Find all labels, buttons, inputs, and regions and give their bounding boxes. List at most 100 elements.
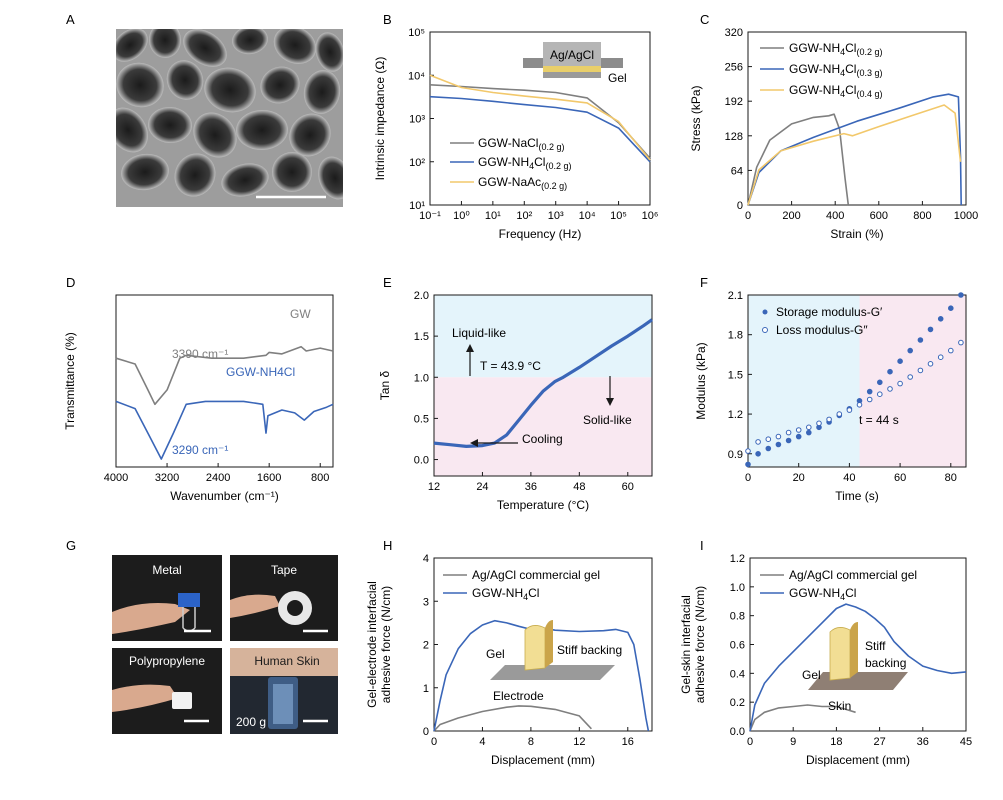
- y-tick-label: 10¹: [409, 200, 425, 212]
- y-tick-label: 10²: [409, 157, 425, 169]
- y-tick-label: 1.0: [414, 372, 429, 384]
- sem-pore: [204, 67, 256, 113]
- plot-frame: [747, 31, 967, 206]
- data-point-storage: [927, 326, 934, 333]
- y-tick-label: 192: [725, 96, 743, 108]
- sem-pore: [273, 29, 317, 64]
- x-axis-label: Displacement (mm): [491, 753, 595, 767]
- x-tick-label: 4000: [104, 472, 128, 484]
- x-tick-label: 18: [830, 736, 842, 748]
- x-tick-label: 10³: [548, 210, 564, 222]
- arrow-up-head: [466, 344, 474, 352]
- x-tick-label: 600: [870, 210, 888, 222]
- y-tick-label: 0.4: [730, 668, 745, 680]
- inset-label-electrode: Electrode: [493, 689, 544, 703]
- sem-pore: [148, 29, 182, 58]
- photo-tape: Tape: [230, 555, 338, 641]
- sem-pore: [121, 153, 169, 191]
- x-axis-label: Strain (%): [830, 227, 883, 241]
- x-tick-label: 12: [573, 736, 585, 748]
- legend-entry: GGW-NH4Cl(0.2 g): [789, 41, 882, 57]
- series-line-ggw-naac: [429, 74, 651, 161]
- data-point-loss: [887, 386, 893, 392]
- photo-label-metal: Metal: [152, 563, 181, 577]
- y-axis-label: Modulus (kPa): [694, 342, 708, 419]
- x-tick-label: 3200: [155, 472, 179, 484]
- data-point-loss: [765, 436, 772, 443]
- x-tick-label: 10⁻¹: [419, 210, 441, 222]
- x-tick-label: 45: [960, 736, 972, 748]
- legend-marker-loss: [762, 327, 768, 333]
- region-before: [748, 295, 860, 467]
- inset-label-backing: backing: [865, 656, 906, 670]
- x-tick-label: 36: [917, 736, 929, 748]
- y-axis-label-line1: Gel-skin interfacial: [679, 595, 693, 694]
- series-line-ag/agcl: [749, 704, 856, 732]
- data-point-storage: [887, 368, 893, 375]
- legend-entry: GGW-NH4Cl(0.2 g): [478, 155, 571, 171]
- y-tick-label: 0: [423, 726, 429, 738]
- legend-loss: Loss modulus-G″: [776, 323, 868, 337]
- panel-letter-h: H: [383, 538, 392, 553]
- x-tick-label: 1600: [257, 472, 281, 484]
- data-point-loss: [775, 433, 782, 440]
- inset-label-gel: Gel: [608, 71, 627, 85]
- x-axis-label: Temperature (°C): [497, 498, 589, 512]
- chart-stress-strain: 0 200 400 600 800 1000 0 64 128 192 256 320 Strain (…: [689, 27, 978, 241]
- sem-pore: [236, 109, 288, 151]
- x-tick-label: 10¹: [485, 210, 501, 222]
- y-tick-label: 10³: [409, 114, 425, 126]
- y-tick-label: 0.0: [730, 726, 745, 738]
- x-tick-label: 12: [428, 481, 440, 493]
- photo-grid: Metal Tape Polypropylene Human Skin 200 …: [112, 555, 338, 734]
- photo-polypropylene: Polypropylene: [112, 648, 222, 734]
- y-tick-label: 128: [725, 131, 743, 143]
- series-line-0.2g: [747, 113, 850, 206]
- data-point-storage: [897, 358, 903, 365]
- y-tick-label: 0.6: [730, 640, 745, 652]
- x-axis-label: Time (s): [835, 489, 879, 503]
- y-tick-label: 3: [423, 596, 429, 608]
- panel-letter-i: I: [700, 538, 704, 553]
- data-point-loss: [856, 402, 863, 408]
- photo-label-polypropylene: Polypropylene: [129, 654, 205, 668]
- chart-ftir: 4000 3200 2400 1600 800 Wavenumber (cm⁻¹) Tran…: [63, 294, 334, 503]
- y-tick-label: 1: [423, 683, 429, 695]
- y-tick-label: 2.0: [414, 290, 429, 302]
- legend-agagcl: Ag/AgCl commercial gel: [472, 568, 600, 582]
- y-tick-label: 1.2: [728, 409, 743, 421]
- data-point-loss: [907, 374, 914, 380]
- data-point-storage: [937, 316, 944, 322]
- panel-letter-b: B: [383, 12, 392, 27]
- series-line-ag/agcl: [433, 705, 592, 732]
- legend-agagcl: Ag/AgCl commercial gel: [789, 568, 917, 582]
- data-point-loss: [958, 339, 964, 346]
- inset-agagcl: [543, 42, 601, 66]
- annotation-3390: 3390 cm⁻¹: [172, 347, 228, 361]
- sem-pore: [272, 152, 312, 192]
- arrow-left-head: [470, 439, 478, 447]
- data-point-storage: [917, 337, 924, 343]
- legend-entry: GGW-NH4Cl(0.4 g): [789, 83, 882, 99]
- series-line-ggw-nh4cl: [115, 400, 334, 460]
- sem-pore: [303, 70, 341, 114]
- data-point-storage: [907, 347, 914, 354]
- plot-frame: [747, 294, 967, 468]
- x-axis-label: Wavenumber (cm⁻¹): [170, 489, 279, 503]
- panel-letter-c: C: [700, 12, 709, 27]
- inset-backing: [545, 620, 553, 668]
- series-line-ggw-nh4cl: [749, 603, 967, 732]
- sem-pore: [148, 106, 192, 144]
- y-tick-label: 0.8: [730, 611, 745, 623]
- data-point-loss: [877, 391, 883, 398]
- annotation-3290: 3290 cm⁻¹: [172, 443, 228, 457]
- x-tick-label: 9: [790, 736, 796, 748]
- panel-letter-d: D: [66, 275, 75, 290]
- series-line-ggw-nh4cl: [429, 95, 651, 163]
- inset-label-agagcl: Ag/AgCl: [550, 48, 594, 62]
- y-tick-label: 1.8: [728, 330, 743, 342]
- y-tick-label: 2: [423, 640, 429, 652]
- x-tick-label: 800: [311, 472, 329, 484]
